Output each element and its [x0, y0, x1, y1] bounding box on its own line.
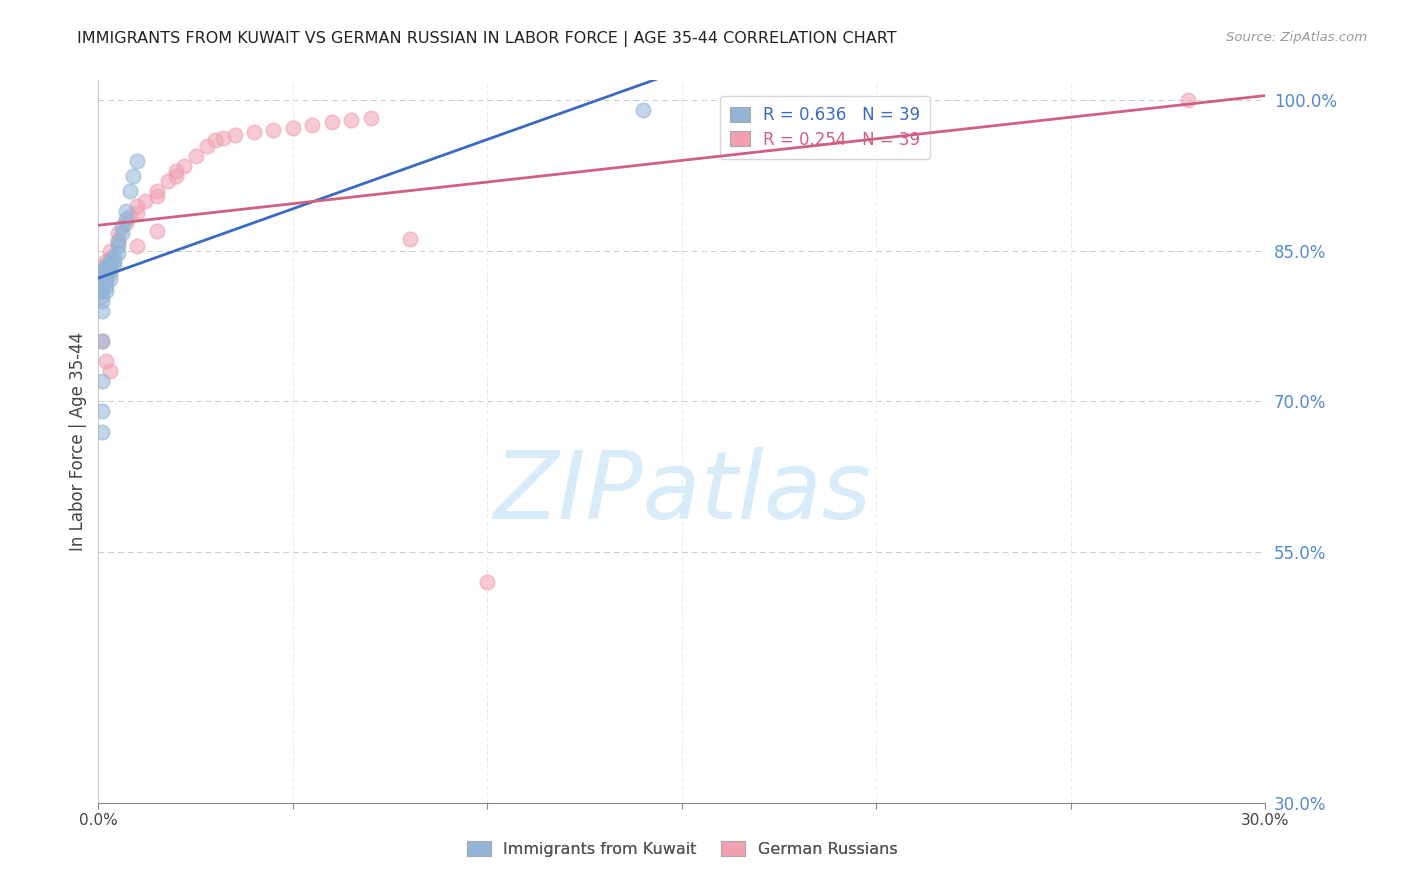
Point	[96, 253, 118, 268]
Point	[360, 112, 382, 126]
Point	[398, 232, 420, 246]
Point	[165, 163, 187, 178]
Point	[281, 121, 304, 136]
Point	[91, 266, 114, 280]
Point	[103, 253, 125, 268]
Point	[146, 188, 169, 202]
Point	[184, 148, 207, 162]
Point	[127, 205, 149, 219]
Point	[98, 272, 121, 286]
Point	[165, 169, 187, 183]
Point	[146, 184, 169, 198]
Point	[631, 103, 654, 118]
Point	[98, 260, 121, 275]
Point	[96, 274, 118, 288]
Point	[127, 153, 149, 168]
Point	[91, 264, 114, 278]
Point	[127, 199, 149, 213]
Point	[114, 203, 136, 218]
Point	[96, 354, 118, 368]
Point	[146, 224, 169, 238]
Point	[91, 334, 114, 348]
Point	[96, 259, 118, 273]
Point	[107, 239, 129, 253]
Point	[91, 284, 114, 298]
Point	[91, 293, 114, 308]
Point	[98, 251, 121, 265]
Point	[91, 274, 114, 288]
Point	[107, 226, 129, 240]
Point	[127, 239, 149, 253]
Point	[107, 245, 129, 260]
Point	[91, 374, 114, 388]
Text: ZIPatlas: ZIPatlas	[494, 447, 870, 538]
Point	[91, 274, 114, 288]
Point	[96, 279, 118, 293]
Point	[262, 123, 284, 137]
Point	[195, 138, 218, 153]
Point	[98, 364, 121, 378]
Point	[91, 404, 114, 418]
Point	[98, 244, 121, 258]
Point	[173, 159, 195, 173]
Point	[91, 264, 114, 278]
Point	[477, 574, 499, 589]
Point	[340, 113, 363, 128]
Point	[98, 266, 121, 280]
Point	[103, 258, 125, 272]
Y-axis label: In Labor Force | Age 35-44: In Labor Force | Age 35-44	[69, 332, 87, 551]
Point	[96, 262, 118, 277]
Point	[111, 226, 134, 240]
Point	[91, 268, 114, 283]
Point	[91, 289, 114, 303]
Text: IMMIGRANTS FROM KUWAIT VS GERMAN RUSSIAN IN LABOR FORCE | AGE 35-44 CORRELATION : IMMIGRANTS FROM KUWAIT VS GERMAN RUSSIAN…	[77, 31, 897, 47]
Point	[118, 184, 141, 198]
Point	[91, 304, 114, 318]
Point	[96, 284, 118, 298]
Point	[107, 234, 129, 248]
Point	[96, 268, 118, 283]
Point	[114, 211, 136, 226]
Point	[98, 253, 121, 268]
Point	[157, 173, 180, 187]
Point	[212, 131, 235, 145]
Point	[122, 169, 145, 183]
Point	[134, 194, 156, 208]
Point	[118, 209, 141, 223]
Text: Source: ZipAtlas.com: Source: ZipAtlas.com	[1226, 31, 1367, 45]
Point	[114, 216, 136, 230]
Point	[98, 257, 121, 271]
Point	[204, 133, 226, 147]
Point	[1177, 93, 1199, 107]
Point	[321, 115, 343, 129]
Point	[91, 425, 114, 439]
Legend: Immigrants from Kuwait, German Russians: Immigrants from Kuwait, German Russians	[460, 835, 904, 863]
Point	[91, 334, 114, 348]
Point	[111, 219, 134, 233]
Point	[243, 125, 266, 139]
Point	[301, 119, 323, 133]
Point	[224, 128, 246, 143]
Point	[107, 234, 129, 248]
Point	[96, 266, 118, 280]
Point	[91, 279, 114, 293]
Point	[91, 259, 114, 273]
Point	[103, 249, 125, 263]
